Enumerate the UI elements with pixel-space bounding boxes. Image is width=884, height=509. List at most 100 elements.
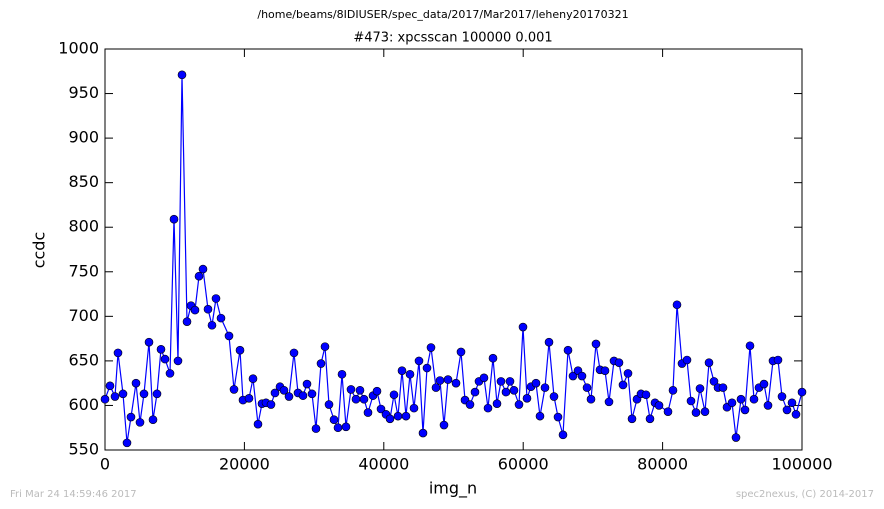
- data-point: [307, 389, 317, 399]
- data-point: [763, 401, 773, 410]
- data-point: [501, 387, 511, 397]
- y-axis-label: ccdc: [30, 232, 49, 269]
- data-point: [126, 412, 136, 422]
- data-point: [614, 358, 624, 367]
- data-point: [544, 337, 554, 347]
- y-tick-label: 900: [68, 128, 99, 147]
- data-point: [207, 320, 217, 330]
- data-point: [627, 414, 637, 424]
- data-point: [691, 408, 701, 417]
- data-point: [439, 420, 449, 430]
- data-point: [709, 377, 719, 386]
- data-point: [235, 345, 245, 355]
- data-point: [591, 339, 601, 349]
- data-point: [540, 383, 550, 392]
- data-point: [749, 394, 759, 404]
- data-point: [777, 392, 787, 401]
- footer-right: spec2nexus, (C) 2014-2017: [736, 489, 874, 500]
- data-point: [253, 419, 263, 429]
- data-point: [418, 428, 428, 438]
- data-point: [577, 371, 587, 381]
- data-point: [224, 331, 234, 341]
- data-point: [113, 348, 123, 358]
- data-point: [405, 369, 415, 379]
- data-point: [385, 414, 395, 424]
- data-point: [409, 403, 419, 413]
- data-point: [618, 380, 628, 390]
- data-point: [745, 341, 755, 351]
- data-point: [682, 355, 692, 365]
- data-point: [522, 394, 532, 403]
- data-point: [672, 300, 682, 310]
- data-point: [623, 369, 633, 378]
- data-point: [311, 424, 321, 433]
- data-point: [289, 348, 299, 358]
- data-point: [549, 392, 559, 401]
- data-point: [131, 378, 141, 388]
- data-point: [160, 354, 170, 364]
- data-point: [355, 385, 365, 395]
- data-point: [514, 400, 524, 409]
- data-point: [389, 390, 399, 400]
- x-tick-label: 80000: [637, 455, 688, 474]
- y-tick-label: 800: [68, 217, 99, 236]
- data-point: [586, 394, 596, 404]
- data-point: [456, 347, 466, 357]
- data-point: [270, 388, 280, 398]
- data-point: [759, 379, 769, 389]
- data-point: [600, 366, 610, 375]
- data-point: [148, 415, 158, 425]
- data-point: [401, 411, 411, 421]
- data-point: [266, 400, 276, 409]
- data-point: [393, 411, 403, 421]
- y-tick-label: 650: [68, 350, 99, 369]
- data-point: [604, 397, 614, 407]
- data-point: [509, 385, 519, 395]
- data-point: [165, 369, 175, 378]
- data-point: [182, 317, 192, 326]
- data-point: [376, 404, 386, 414]
- data-point: [426, 343, 436, 352]
- data-point: [568, 371, 578, 381]
- data-point: [198, 264, 208, 274]
- data-point: [531, 378, 541, 388]
- data-point: [686, 396, 696, 406]
- chart-title: #473: xpcsscan 100000 0.001: [353, 31, 552, 46]
- data-point: [324, 400, 334, 409]
- data-point: [695, 384, 705, 393]
- footer-left: Fri Mar 24 14:59:46 2017: [10, 489, 137, 500]
- data-point: [718, 383, 728, 392]
- data-point: [505, 377, 515, 386]
- data-point: [351, 394, 361, 404]
- y-tick-label: 950: [68, 83, 99, 102]
- data-point: [190, 305, 200, 315]
- x-tick-label: 40000: [358, 455, 409, 474]
- y-tick-label: 850: [68, 172, 99, 191]
- data-point: [302, 379, 312, 389]
- data-point: [329, 415, 339, 425]
- y-tick-label: 600: [68, 395, 99, 414]
- data-point: [663, 407, 673, 416]
- data-point: [298, 391, 308, 400]
- data-point: [641, 390, 651, 400]
- data-point: [668, 385, 678, 395]
- y-tick-label: 1000: [58, 39, 99, 58]
- y-tick-label: 700: [68, 306, 99, 325]
- data-point: [320, 342, 330, 351]
- data-point: [558, 430, 568, 440]
- data-point: [100, 394, 110, 404]
- data-point: [118, 389, 128, 399]
- data-point: [431, 383, 441, 392]
- data-point: [216, 313, 226, 323]
- data-point: [787, 398, 797, 408]
- data-point: [177, 70, 187, 80]
- data-point: [465, 400, 475, 409]
- data-point: [422, 363, 432, 373]
- data-point: [316, 359, 326, 368]
- data-point: [203, 304, 213, 314]
- data-point: [700, 407, 710, 416]
- data-point: [470, 387, 480, 397]
- data-point: [731, 433, 741, 442]
- data-point: [563, 345, 573, 355]
